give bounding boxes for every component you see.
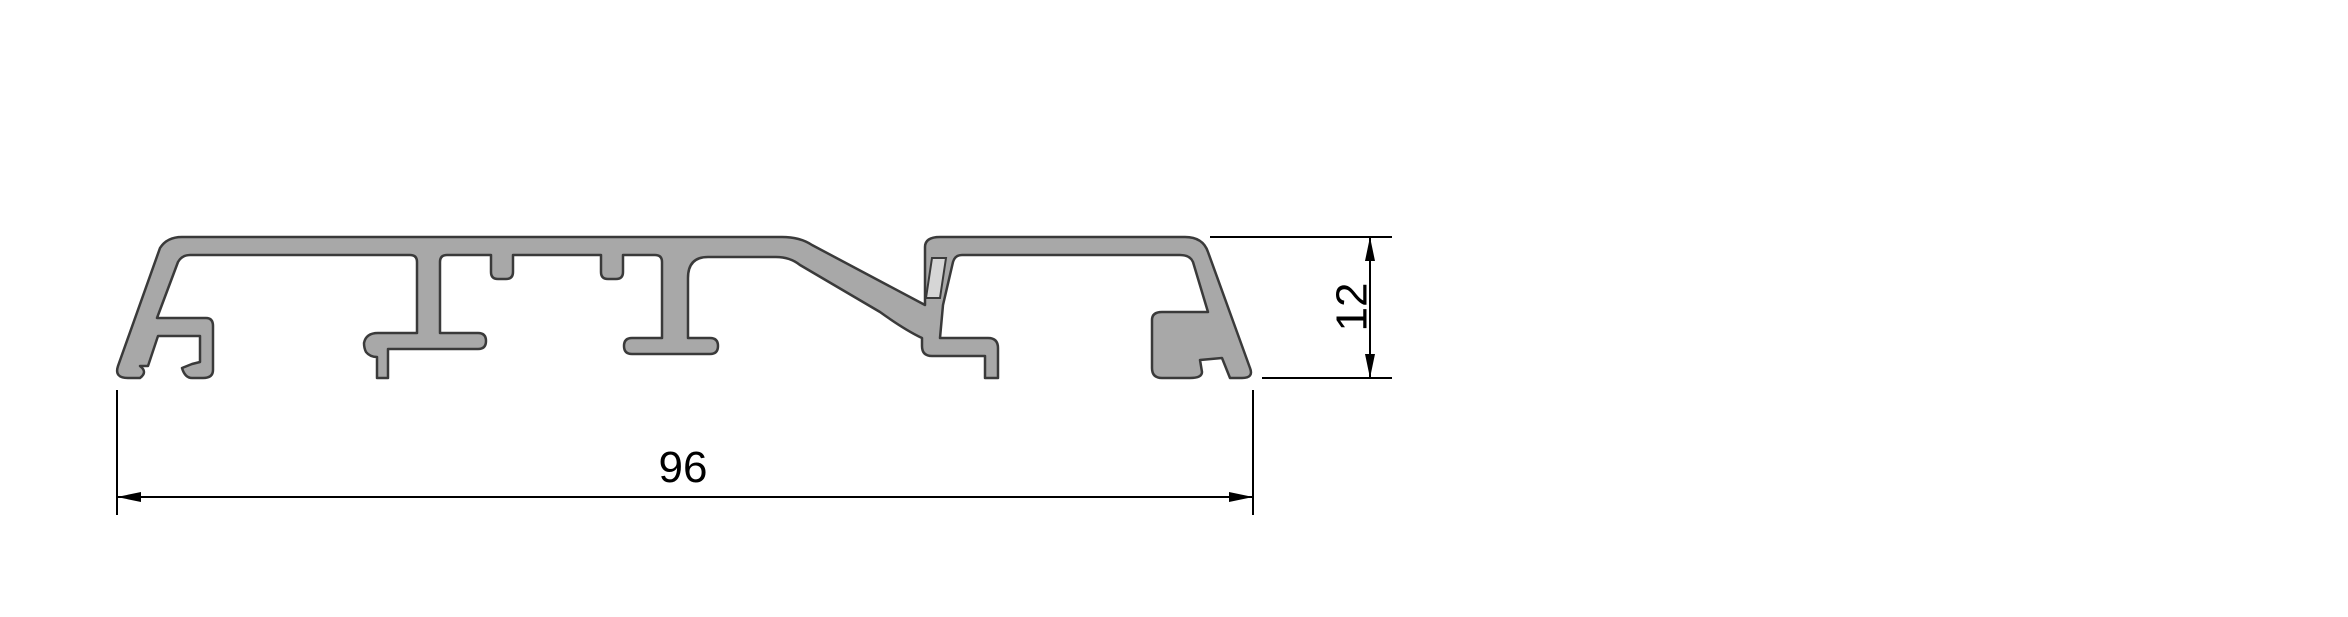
height-dimension: 12 [1210,236,1392,379]
profile-outline [115,235,1253,380]
width-dimension-label: 96 [659,443,708,492]
profile-section [115,235,1253,380]
height-dimension-label: 12 [1328,283,1377,332]
width-dimension: 96 [116,390,1254,515]
profile-clip-detail [924,257,948,299]
